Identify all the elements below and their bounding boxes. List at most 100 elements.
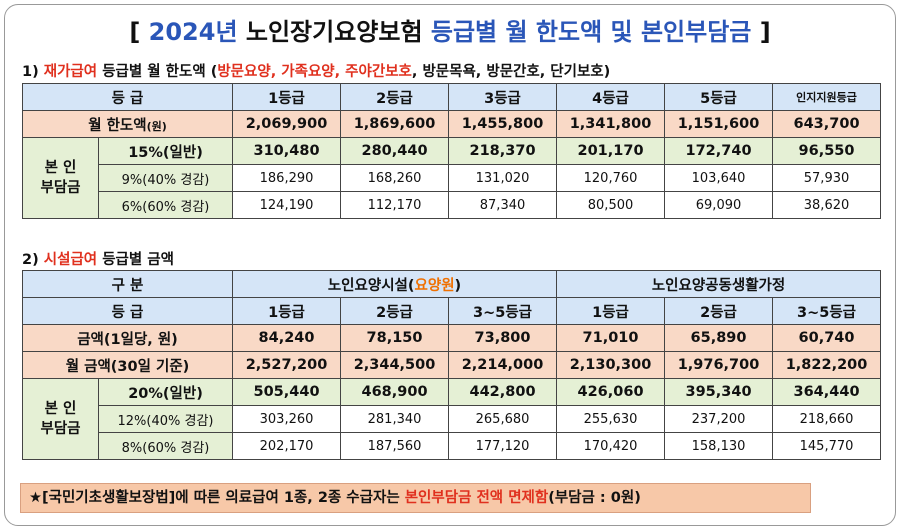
cell-value: 1,976,700 — [664, 351, 774, 379]
cell-value: 364,440 — [772, 378, 882, 406]
table2-header: 3~5등급 — [448, 297, 558, 325]
table1-header: 5등급 — [664, 83, 774, 111]
table2-grade-row: 등 급 1등급 2등급 3~5등급 1등급 2등급 3~5등급 — [21, 297, 882, 325]
cell-value: 96,550 — [772, 137, 882, 165]
daily-label: 금액(1일당, 원) — [21, 324, 234, 352]
cell-value: 1,822,200 — [772, 351, 882, 379]
copay-label: 본 인 부담금 — [22, 137, 99, 219]
cell-value: 158,130 — [664, 432, 774, 460]
cell-value: 84,240 — [232, 324, 342, 352]
table2-header: 1등급 — [232, 297, 342, 325]
limit-value: 1,455,800 — [448, 110, 558, 138]
group-nursing-home: 노인요양시설(요양원) — [232, 270, 558, 298]
table1-header: 인지지원등급 — [772, 83, 882, 111]
cell-value: 2,214,000 — [448, 351, 558, 379]
cell-value: 57,930 — [772, 164, 882, 192]
table-row: 8%(60% 경감) 202,170 187,560 177,120 170,4… — [23, 432, 882, 460]
cell-value: 78,150 — [340, 324, 450, 352]
table2-header: 2등급 — [340, 297, 450, 325]
row-label: 20%(일반) — [97, 378, 234, 406]
table1-header-row: 등 급 1등급 2등급 3등급 4등급 5등급 인지지원등급 — [21, 83, 882, 111]
cell-value: 2,527,200 — [232, 351, 342, 379]
table1-header: 1등급 — [232, 83, 342, 111]
cell-value: 2,344,500 — [340, 351, 450, 379]
table-row: 본 인 부담금 20%(일반) 505,440 468,900 442,800 4… — [22, 378, 882, 460]
cell-value: 170,420 — [556, 432, 666, 460]
group-group-home: 노인요양공동생활가정 — [556, 270, 882, 298]
table2-group-row: 구 분 노인요양시설(요양원) 노인요양공동생활가정 — [21, 270, 882, 298]
cell-value: 124,190 — [232, 191, 342, 219]
table1-header: 4등급 — [556, 83, 666, 111]
cell-value: 280,440 — [340, 137, 450, 165]
cell-value: 2,130,300 — [556, 351, 666, 379]
cell-value: 73,800 — [448, 324, 558, 352]
table-row: 12%(40% 경감) 303,260 281,340 265,680 255,… — [23, 405, 882, 433]
row-label: 6%(60% 경감) — [97, 191, 234, 219]
cell-value: 103,640 — [664, 164, 774, 192]
copay-label: 본 인 부담금 — [22, 378, 99, 460]
cell-value: 187,560 — [340, 432, 450, 460]
cell-value: 395,340 — [664, 378, 774, 406]
table-row: 본 인 부담금 15%(일반) 310,480 280,440 218,370 2… — [22, 137, 882, 219]
row-label: 12%(40% 경감) — [97, 405, 234, 433]
table-row: 9%(40% 경감) 186,290 168,260 131,020 120,7… — [23, 164, 882, 192]
table1-header-grade: 등 급 — [21, 83, 234, 111]
cell-value: 265,680 — [448, 405, 558, 433]
facility-care-table: 구 분 노인요양시설(요양원) 노인요양공동생활가정 등 급 1등급 2등급 3… — [21, 270, 882, 460]
cell-value: 186,290 — [232, 164, 342, 192]
cell-value: 218,370 — [448, 137, 558, 165]
cell-value: 69,090 — [664, 191, 774, 219]
cell-value: 112,170 — [340, 191, 450, 219]
limit-value: 1,151,600 — [664, 110, 774, 138]
cell-value: 120,760 — [556, 164, 666, 192]
section2-heading: 2) 시설급여 등급별 금액 — [22, 252, 174, 268]
cell-value: 177,120 — [448, 432, 558, 460]
cell-value: 442,800 — [448, 378, 558, 406]
cell-value: 38,620 — [772, 191, 882, 219]
home-care-table: 등 급 1등급 2등급 3등급 4등급 5등급 인지지원등급 월 한도액(원) … — [21, 83, 882, 219]
cell-value: 255,630 — [556, 405, 666, 433]
cell-value: 168,260 — [340, 164, 450, 192]
table2-header: 1등급 — [556, 297, 666, 325]
cell-value: 281,340 — [340, 405, 450, 433]
table2-header: 3~5등급 — [772, 297, 882, 325]
cell-value: 87,340 — [448, 191, 558, 219]
cell-value: 468,900 — [340, 378, 450, 406]
cell-value: 71,010 — [556, 324, 666, 352]
cell-value: 202,170 — [232, 432, 342, 460]
limit-value: 643,700 — [772, 110, 882, 138]
table2-header: 2등급 — [664, 297, 774, 325]
limit-value: 1,341,800 — [556, 110, 666, 138]
cell-value: 65,890 — [664, 324, 774, 352]
row-label: 8%(60% 경감) — [97, 432, 234, 460]
cell-value: 218,660 — [772, 405, 882, 433]
cell-value: 426,060 — [556, 378, 666, 406]
cell-value: 60,740 — [772, 324, 882, 352]
limit-value: 2,069,900 — [232, 110, 342, 138]
row-label: 15%(일반) — [97, 137, 234, 165]
page-title: [ 2024년 노인장기요양보험 등급별 월 한도액 및 본인부담금 ] — [129, 18, 771, 46]
table2-col-label: 구 분 — [21, 270, 234, 298]
cell-value: 505,440 — [232, 378, 342, 406]
cell-value: 237,200 — [664, 405, 774, 433]
row-label: 9%(40% 경감) — [97, 164, 234, 192]
cell-value: 145,770 — [772, 432, 882, 460]
cell-value: 303,260 — [232, 405, 342, 433]
table1-header: 3등급 — [448, 83, 558, 111]
cell-value: 201,170 — [556, 137, 666, 165]
limit-label: 월 한도액(원) — [21, 110, 234, 138]
cell-value: 310,480 — [232, 137, 342, 165]
monthly-label: 월 금액(30일 기준) — [21, 351, 234, 379]
table2-grade-label: 등 급 — [21, 297, 234, 325]
table-row: 6%(60% 경감) 124,190 112,170 87,340 80,500… — [23, 191, 882, 219]
cell-value: 131,020 — [448, 164, 558, 192]
cell-value: 172,740 — [664, 137, 774, 165]
table2-monthly-row: 월 금액(30일 기준) 2,527,200 2,344,500 2,214,0… — [21, 351, 882, 379]
table2-daily-row: 금액(1일당, 원) 84,240 78,150 73,800 71,010 6… — [21, 324, 882, 352]
footnote: ★[국민기초생활보장법]에 따른 의료급여 1종, 2종 수급자는 본인부담금 … — [20, 483, 811, 513]
cell-value: 80,500 — [556, 191, 666, 219]
section1-heading: 1) 재가급여 등급별 월 한도액 (방문요양, 가족요양, 주야간보호, 방문… — [22, 64, 611, 80]
limit-value: 1,869,600 — [340, 110, 450, 138]
table1-limit-row: 월 한도액(원) 2,069,900 1,869,600 1,455,800 1… — [21, 110, 882, 138]
table1-header: 2등급 — [340, 83, 450, 111]
